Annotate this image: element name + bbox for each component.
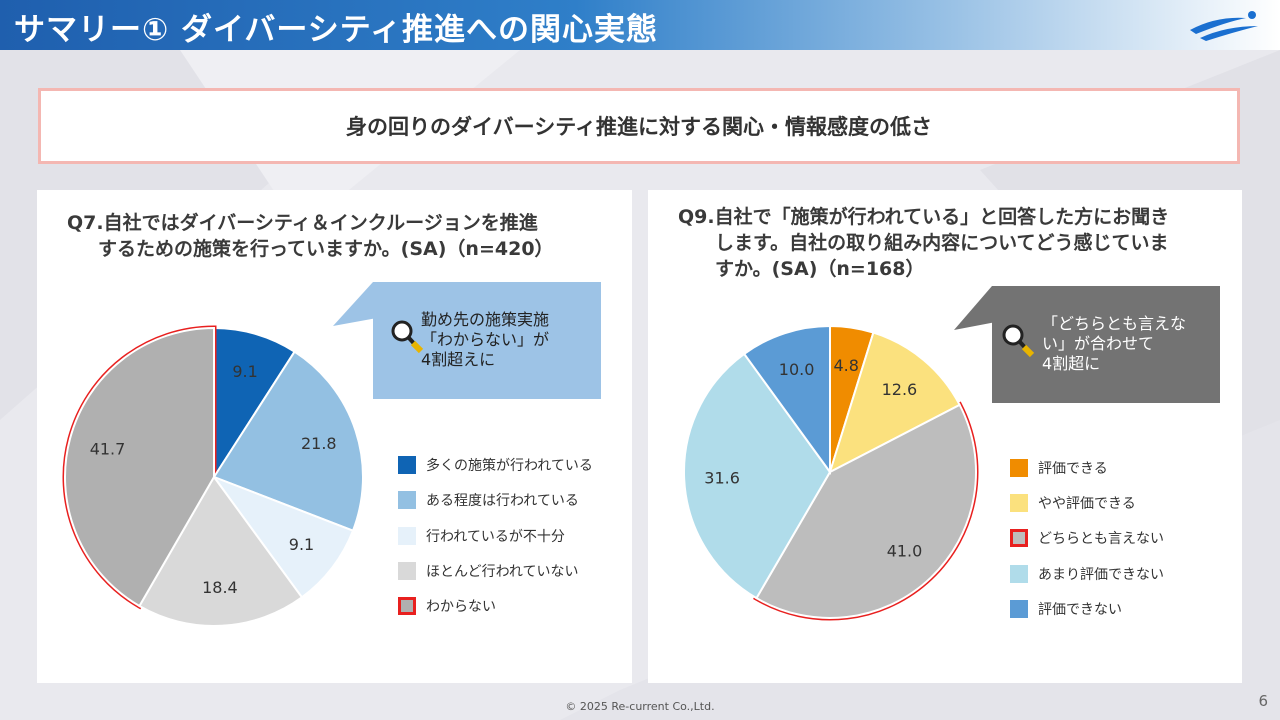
q9-legend-item: 評価できない [1010,599,1122,619]
q9-legend-item: どちらとも言えない [1010,528,1164,548]
q9-legend-swatch-2 [1010,529,1028,547]
q7-data-label: 9.1 [232,362,257,381]
q9-data-label: 10.0 [779,360,815,379]
q9-callout-line1: 「どちらとも言えな [1042,314,1187,333]
q9-data-label: 31.6 [704,468,740,487]
q7-pie-slice [212,350,364,533]
q9-callout [954,286,1220,403]
q9-callout-line2: い」が合わせて [1042,334,1155,353]
q7-legend-label: 多くの施策が行われている [426,458,593,474]
q7-panel: Q7.自社ではダイバーシティ＆インクルージョンを推進 するための施策を行っていま… [37,190,632,683]
q9-callout-text: 「どちらとも言えな い」が合わせて 4割超に [1042,314,1186,374]
q7-legend-item: わからない [398,596,496,616]
q7-legend-swatch-4 [398,597,416,615]
page-title: サマリー① ダイバーシティ推進への関心実態 [14,12,658,48]
q7-question: Q7.自社ではダイバーシティ＆インクルージョンを推進 するための施策を行っていま… [67,210,554,262]
q7-legend-item: ほとんど行われていない [398,561,578,581]
q7-legend-item: ある程度は行われている [398,490,579,510]
q7-data-label: 21.8 [301,434,337,453]
company-logo-icon [1190,11,1258,41]
q7-data-label: 41.7 [90,439,126,458]
page-number: 6 [1258,692,1268,710]
q9-legend-label: どちらとも言えない [1038,531,1164,547]
q7-pie-slice [138,475,304,627]
q9-pie-chart: 4.8 12.6 41.0 31.6 10.0 [683,286,1220,621]
q9-legend-label: 評価できない [1038,602,1122,618]
q9-pie-slice [683,352,832,600]
q7-pie-chart: 9.1 21.8 9.1 18.4 41.7 [62,282,601,627]
q9-legend-swatch-3 [1010,565,1028,583]
q9-panel: Q9.自社で「施策が行われている」と回答した方にお聞き します。自社の取り組み内… [648,190,1242,683]
q9-question-line2: します。自社の取り組み内容についてどう感じていま [715,232,1169,254]
q7-legend-swatch-1 [398,491,416,509]
q9-question-line1: Q9.自社で「施策が行われている」と回答した方にお聞き [678,206,1170,228]
q7-legend-swatch-3 [398,562,416,580]
q7-callout-line3: 4割超えに [421,350,496,369]
q7-legend-swatch-2 [398,527,416,545]
q7-legend-label: わからない [426,599,496,615]
q7-pie-slice [64,326,215,608]
q9-question-line3: すか。(SA)（n=168） [715,258,925,280]
q9-legend-item: 評価できる [1010,458,1108,478]
q9-legend-swatch-0 [1010,459,1028,477]
header-bar: サマリー① ダイバーシティ推進への関心実態 [0,0,1280,50]
magnifier-icon [1002,324,1035,358]
q7-pie-slice [211,474,355,599]
q9-pie-slice [755,403,978,619]
footer-copyright: © 2025 Re-current Co.,Ltd. [565,700,715,713]
q9-pie-slice [828,331,962,474]
q7-legend-item: 多くの施策が行われている [398,455,593,475]
q7-callout [333,282,601,399]
q9-legend-swatch-4 [1010,600,1028,618]
q9-data-label: 4.8 [833,356,858,375]
q7-callout-text: 勤め先の施策実施 「わからない」が 4割超えに [421,310,549,370]
q7-data-label: 18.4 [202,578,238,597]
q9-legend-item: やや評価できる [1010,493,1136,513]
q7-question-line2: するための施策を行っていますか。(SA)（n=420） [98,238,554,260]
q9-legend-label: 評価できる [1038,461,1108,477]
q7-legend-label: ほとんど行われていない [426,564,579,580]
q9-callout-line3: 4割超に [1042,354,1101,373]
q9-question: Q9.自社で「施策が行われている」と回答した方にお聞き します。自社の取り組み内… [678,204,1169,282]
summary-text: 身の回りのダイバーシティ推進に対する関心・情報感度の低さ [346,115,932,139]
q7-data-label: 9.1 [289,535,314,554]
q7-callout-line2: 「わからない」が [421,330,550,349]
q7-callout-line1: 勤め先の施策実施 [421,310,550,329]
q7-question-line1: Q7.自社ではダイバーシティ＆インクルージョンを推進 [67,212,538,234]
q7-legend-label: 行われているが不十分 [426,529,565,545]
q9-legend-swatch-1 [1010,494,1028,512]
q9-legend-label: あまり評価できない [1038,567,1164,583]
q7-legend-label: ある程度は行われている [426,493,579,509]
q9-data-label: 41.0 [887,541,923,560]
q9-legend-item: あまり評価できない [1010,564,1164,584]
q7-legend-item: 行われているが不十分 [398,526,565,546]
q9-data-label: 12.6 [882,380,918,399]
q9-pie-slice [742,324,831,476]
summary-box: 身の回りのダイバーシティ推進に対する関心・情報感度の低さ [38,88,1240,164]
q7-legend-swatch-0 [398,456,416,474]
magnifier-icon [391,320,424,354]
q9-legend-label: やや評価できる [1038,496,1136,512]
